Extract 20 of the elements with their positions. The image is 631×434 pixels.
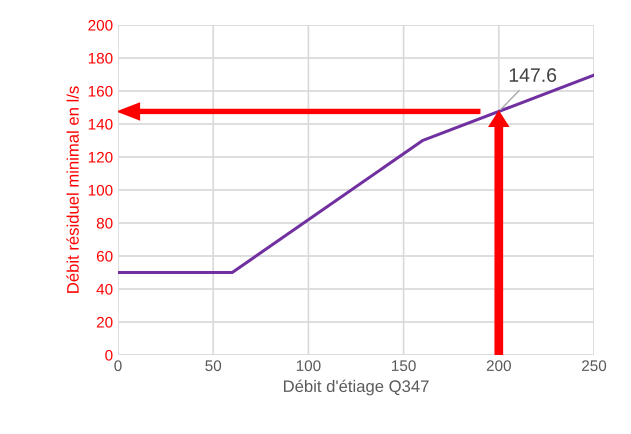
y-tick-label: 0 <box>105 350 113 361</box>
y-tick-label: 40 <box>96 284 113 295</box>
x-tick-label: 250 <box>582 360 606 372</box>
annotation: 147.6 <box>510 68 556 82</box>
y-tick-label: 160 <box>88 86 113 97</box>
y-tick-label: 20 <box>96 316 113 328</box>
y-tick-label: 60 <box>96 250 113 262</box>
x-axis-title: Débit d'étiage Q347 <box>284 380 429 396</box>
x-tick-label: 150 <box>392 360 416 372</box>
y-tick-label: 120 <box>88 152 113 163</box>
y-tick-label: 80 <box>96 218 113 229</box>
x-tick-label: 200 <box>486 360 511 372</box>
x-tick-label: 100 <box>296 360 321 372</box>
y-axis-title: Débit résiduel minimal en l/s <box>66 86 79 293</box>
x-tick-label: 0 <box>114 360 122 372</box>
x-tick-label: 50 <box>205 360 222 372</box>
y-tick-label: 140 <box>88 118 113 130</box>
y-tick-label: 180 <box>88 52 113 64</box>
y-tick-label: 100 <box>88 184 113 196</box>
y-tick-label: 200 <box>88 20 113 31</box>
